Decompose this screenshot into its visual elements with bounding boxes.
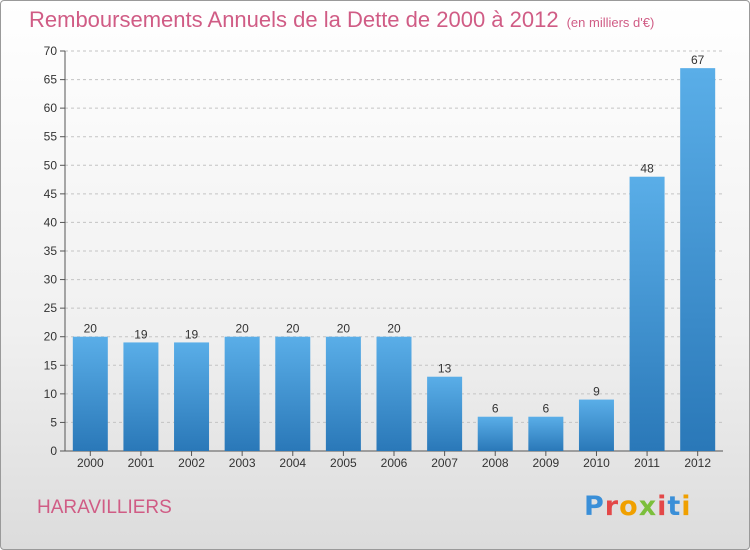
bar-value-label: 6 — [492, 402, 499, 416]
bars — [72, 68, 716, 452]
y-tick-label: 70 — [44, 44, 58, 58]
x-tick-label: 2010 — [583, 456, 610, 470]
y-tick-label: 10 — [44, 387, 58, 401]
y-tick-label: 65 — [44, 73, 58, 87]
bar — [275, 336, 311, 451]
bar — [376, 336, 412, 451]
labels: 0 5 10 15 20 25 30 35 40 45 50 55 60 65 70 20 2000 19 2001… — [44, 44, 712, 470]
logo-letter: i — [681, 491, 692, 522]
y-tick-label: 30 — [44, 273, 58, 287]
bar — [224, 336, 260, 451]
bar — [325, 336, 361, 451]
bar — [174, 342, 210, 451]
x-tick-label: 2005 — [330, 456, 357, 470]
x-tick-label: 2011 — [634, 456, 660, 470]
bar-value-label: 67 — [691, 53, 705, 67]
bar-value-label: 9 — [593, 385, 600, 399]
bar — [427, 376, 463, 451]
logo-letter: o — [619, 491, 639, 522]
y-tick-label: 25 — [44, 301, 58, 315]
x-tick-label: 2012 — [684, 456, 711, 470]
bar-value-label: 20 — [387, 322, 401, 336]
bar-value-label: 20 — [235, 322, 249, 336]
bar-value-label: 20 — [337, 322, 351, 336]
y-tick-label: 45 — [44, 187, 58, 201]
logo-letter: i — [657, 491, 668, 522]
bar — [123, 342, 159, 451]
y-tick-label: 50 — [44, 158, 58, 172]
y-tick-label: 15 — [44, 358, 58, 372]
chart-unit: (en milliers d'€) — [566, 15, 655, 30]
bar-value-label: 19 — [134, 327, 148, 341]
x-tick-label: 2003 — [229, 456, 256, 470]
bar — [477, 416, 513, 451]
x-tick-label: 2006 — [381, 456, 408, 470]
y-tick-label: 55 — [44, 130, 58, 144]
bar — [578, 399, 614, 451]
bar — [680, 68, 716, 452]
y-tick-label: 40 — [44, 215, 58, 229]
y-tick-label: 20 — [44, 330, 58, 344]
bar-value-label: 19 — [185, 327, 199, 341]
x-tick-label: 2007 — [431, 456, 458, 470]
bar-value-label: 48 — [640, 162, 654, 176]
logo-letter: P — [584, 491, 605, 522]
bar-value-label: 20 — [84, 322, 98, 336]
bar-value-label: 6 — [543, 402, 550, 416]
logo-letter: x — [638, 491, 658, 522]
x-tick-label: 2008 — [482, 456, 509, 470]
y-tick-label: 60 — [44, 101, 58, 115]
y-tick-label: 35 — [44, 244, 58, 258]
bar — [629, 176, 665, 451]
x-tick-label: 2004 — [279, 456, 306, 470]
x-tick-label: 2002 — [178, 456, 205, 470]
logo-letter: r — [604, 491, 620, 522]
chart-title: Remboursements Annuels de la Dette de 20… — [29, 7, 654, 33]
bar-value-label: 13 — [438, 362, 452, 376]
chart-title-text: Remboursements Annuels de la Dette de 20… — [29, 7, 559, 32]
x-tick-label: 2009 — [532, 456, 559, 470]
commune-name: HARAVILLIERS — [37, 497, 172, 518]
x-tick-label: 2001 — [128, 456, 155, 470]
bar — [72, 336, 108, 451]
logo-letter: t — [667, 491, 682, 522]
x-tick-label: 2000 — [77, 456, 104, 470]
proxiti-logo[interactable]: Proxiti — [584, 491, 692, 522]
bar — [528, 416, 564, 451]
y-tick-label: 5 — [50, 415, 57, 429]
bar-value-label: 20 — [286, 322, 300, 336]
y-tick-label: 0 — [50, 444, 57, 458]
